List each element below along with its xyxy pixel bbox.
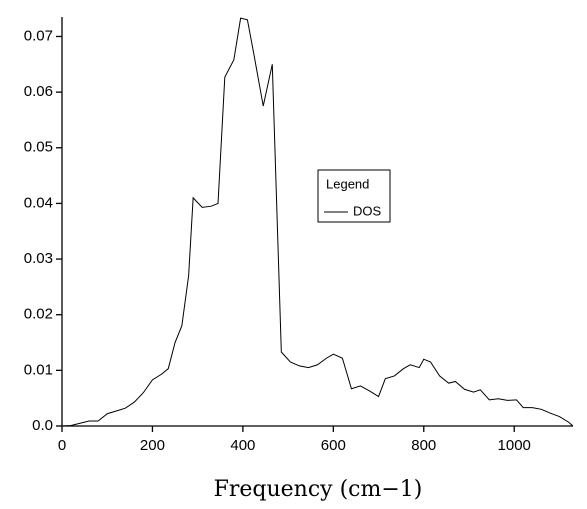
x-tick-label: 400: [230, 437, 255, 454]
x-axis-label: Frequency (cm−1): [214, 477, 423, 502]
legend-title: Legend: [326, 176, 369, 191]
y-tick-label: 0.01: [24, 361, 53, 378]
x-tick-label: 0: [58, 437, 66, 454]
y-tick-label: 0.05: [24, 139, 53, 156]
y-tick-label: 0.06: [24, 83, 53, 100]
y-tick-label: 0.0: [32, 417, 53, 434]
x-tick-label: 1000: [498, 437, 531, 454]
y-tick-label: 0.07: [24, 27, 53, 44]
data-line: [61, 17, 574, 427]
x-tick-label: 600: [321, 437, 346, 454]
x-tick-label: 200: [140, 437, 165, 454]
y-tick-label: 0.02: [24, 306, 53, 323]
x-tick-label: 800: [411, 437, 436, 454]
y-tick-label: 0.04: [24, 194, 53, 211]
legend-box: [317, 169, 391, 223]
legend-label: DOS: [353, 203, 382, 218]
y-tick-label: 0.03: [24, 250, 53, 267]
